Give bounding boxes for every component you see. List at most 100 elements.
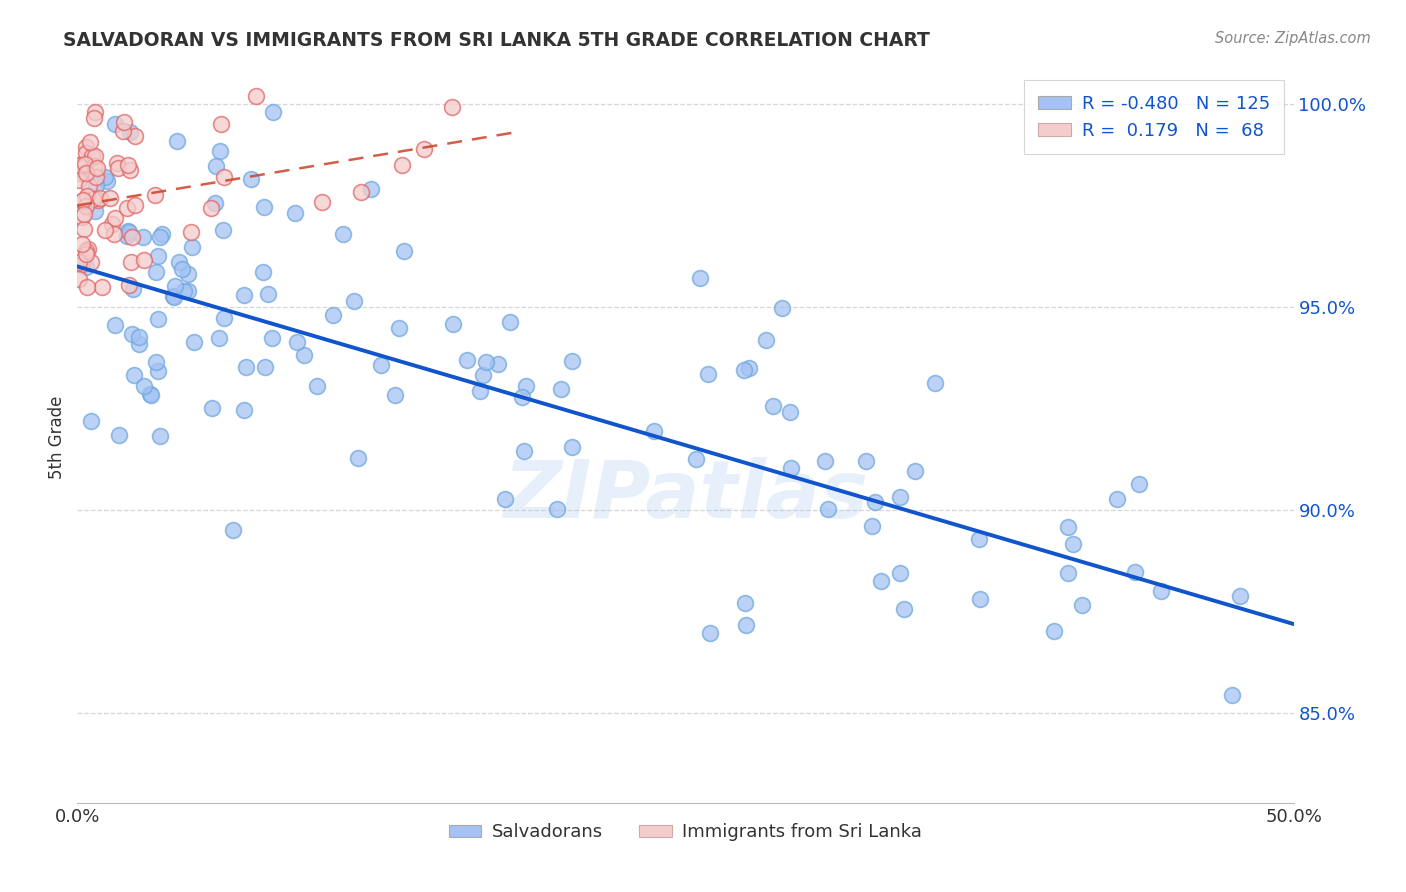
Point xyxy=(870,574,893,588)
Point xyxy=(115,228,138,243)
Point xyxy=(107,156,129,170)
Point xyxy=(107,161,129,175)
Point xyxy=(82,149,104,163)
Point xyxy=(69,158,91,172)
Point xyxy=(1042,624,1064,638)
Point xyxy=(93,223,115,237)
Point xyxy=(456,353,478,368)
Point xyxy=(117,224,139,238)
Point xyxy=(83,159,105,173)
Point xyxy=(486,357,509,371)
Point xyxy=(128,337,150,351)
Point xyxy=(685,452,707,467)
Point xyxy=(180,225,202,239)
Point xyxy=(904,464,927,478)
Point xyxy=(779,405,801,419)
Point xyxy=(733,363,755,377)
Point xyxy=(72,257,94,271)
Point xyxy=(643,425,665,439)
Point xyxy=(83,149,105,163)
Point xyxy=(84,203,107,218)
Point xyxy=(104,318,127,333)
Point xyxy=(77,242,100,256)
Point xyxy=(689,271,711,285)
Point xyxy=(96,174,118,188)
Point xyxy=(84,105,107,120)
Point xyxy=(546,501,568,516)
Point xyxy=(75,198,97,212)
Point xyxy=(150,227,173,241)
Point xyxy=(285,335,308,350)
Point xyxy=(75,156,97,170)
Point xyxy=(72,207,94,221)
Point xyxy=(86,161,108,175)
Point xyxy=(253,200,276,214)
Y-axis label: 5th Grade: 5th Grade xyxy=(48,395,66,479)
Point xyxy=(124,129,146,144)
Point xyxy=(392,244,415,259)
Point xyxy=(134,252,156,267)
Point xyxy=(118,277,141,292)
Point xyxy=(212,311,235,326)
Point xyxy=(67,159,90,173)
Point xyxy=(143,188,166,202)
Point xyxy=(163,279,186,293)
Point xyxy=(122,368,145,382)
Point xyxy=(204,196,226,211)
Point xyxy=(391,158,413,172)
Point xyxy=(388,320,411,334)
Point xyxy=(82,192,104,206)
Point xyxy=(211,223,233,237)
Point xyxy=(245,88,267,103)
Point xyxy=(75,260,97,274)
Point xyxy=(166,134,188,148)
Point xyxy=(84,178,107,193)
Point xyxy=(924,376,946,390)
Point xyxy=(173,284,195,298)
Point xyxy=(183,335,205,350)
Legend: Salvadorans, Immigrants from Sri Lanka: Salvadorans, Immigrants from Sri Lanka xyxy=(441,816,929,848)
Point xyxy=(118,225,141,239)
Point xyxy=(201,401,224,415)
Point xyxy=(322,308,344,322)
Point xyxy=(209,145,232,159)
Point xyxy=(177,285,200,299)
Point xyxy=(121,230,143,244)
Point xyxy=(124,198,146,212)
Point xyxy=(75,139,97,153)
Point xyxy=(969,591,991,606)
Point xyxy=(441,317,464,331)
Point xyxy=(77,178,100,193)
Point xyxy=(1105,491,1128,506)
Point xyxy=(208,331,231,345)
Point xyxy=(118,162,141,177)
Point xyxy=(738,361,761,376)
Point xyxy=(560,353,582,368)
Point xyxy=(384,388,406,402)
Point xyxy=(98,190,121,204)
Point xyxy=(814,453,837,467)
Point xyxy=(262,105,284,120)
Point xyxy=(112,115,135,129)
Point xyxy=(254,359,277,374)
Point xyxy=(696,367,718,381)
Point xyxy=(515,378,537,392)
Point xyxy=(370,358,392,372)
Point xyxy=(72,210,94,224)
Point xyxy=(162,289,184,303)
Point xyxy=(1229,590,1251,604)
Point xyxy=(1150,583,1173,598)
Point xyxy=(755,333,778,347)
Point xyxy=(75,166,97,180)
Point xyxy=(734,596,756,610)
Point xyxy=(75,244,97,258)
Point xyxy=(889,491,911,505)
Point xyxy=(67,161,90,175)
Point xyxy=(148,249,170,263)
Point xyxy=(121,327,143,342)
Point xyxy=(67,158,90,172)
Point xyxy=(262,331,284,345)
Point xyxy=(80,255,103,269)
Point xyxy=(167,255,190,269)
Point xyxy=(252,265,274,279)
